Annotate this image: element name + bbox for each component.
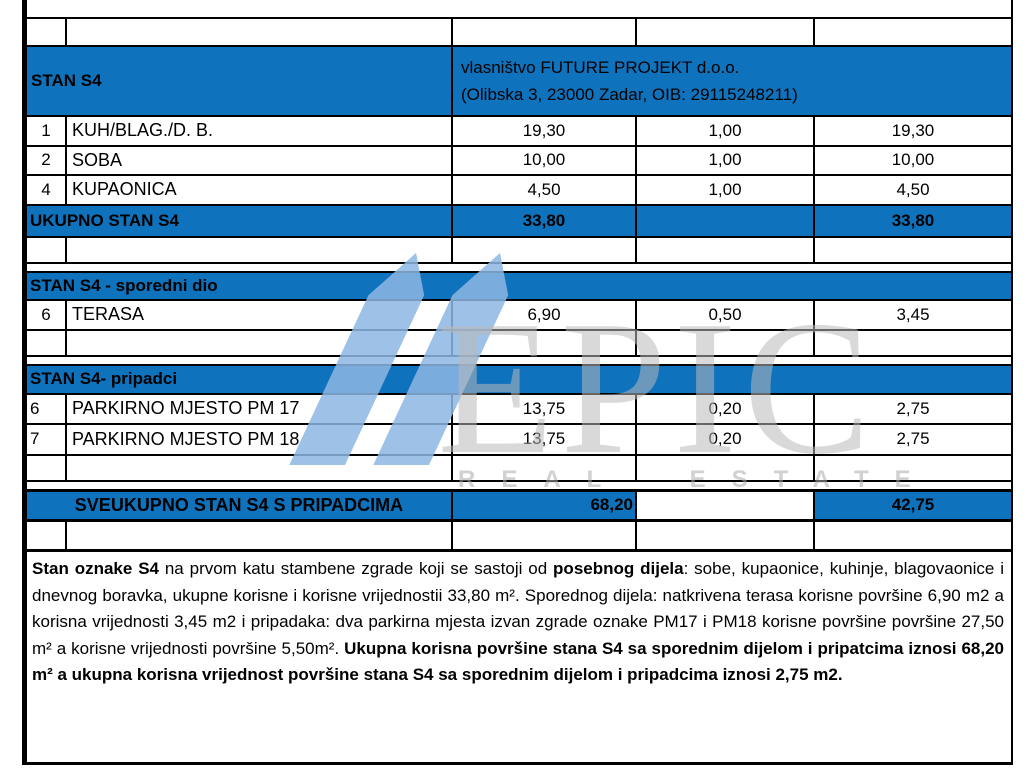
row-number: 6 bbox=[41, 304, 51, 324]
empty-cell bbox=[635, 522, 813, 549]
area-value: 10,00 bbox=[451, 147, 635, 174]
empty-cell bbox=[27, 19, 65, 45]
room-name: KUH/BLAG./D. B. bbox=[65, 117, 451, 145]
owner-line1: vlasništvo FUTURE PROJEKT d.o.o. bbox=[461, 58, 740, 77]
empty-cell bbox=[27, 331, 65, 355]
empty-cell bbox=[65, 456, 451, 480]
subtotal-coef bbox=[635, 206, 813, 236]
row-number: 4 bbox=[41, 179, 51, 199]
area-value: 19,30 bbox=[451, 117, 635, 145]
result-value: 2,75 bbox=[813, 395, 1011, 423]
empty-cell bbox=[65, 331, 451, 355]
description-paragraph: Stan oznake S4 na prvom katu stambene zg… bbox=[27, 552, 1011, 765]
area-value: 13,75 bbox=[451, 425, 635, 454]
grand-total-label: SVEUKUPNO STAN S4 S PRIPADCIMA bbox=[27, 492, 451, 519]
description-bold-segment: Stan oznake S4 bbox=[32, 559, 159, 578]
area-value: 13,75 bbox=[451, 395, 635, 423]
empty-cell bbox=[27, 456, 65, 480]
result-value: 10,00 bbox=[813, 147, 1011, 174]
empty-cell bbox=[65, 522, 451, 549]
row-number: 1 bbox=[41, 120, 51, 140]
area-calculation-table: STAN S4 vlasništvo FUTURE PROJEKT d.o.o.… bbox=[22, 0, 1013, 765]
section-gap bbox=[27, 357, 1011, 364]
room-name: SOBA bbox=[65, 147, 451, 174]
result-value: 2,75 bbox=[813, 425, 1011, 454]
coef-value: 1,00 bbox=[635, 147, 813, 174]
empty-cell bbox=[27, 0, 1011, 17]
row-number: 6 bbox=[30, 398, 40, 418]
table-header-row: STAN S4 vlasništvo FUTURE PROJEKT d.o.o.… bbox=[27, 47, 1011, 117]
subtotal-area: 33,80 bbox=[451, 206, 635, 236]
owner-info: vlasništvo FUTURE PROJEKT d.o.o. (Olibsk… bbox=[451, 47, 1011, 115]
empty-cell bbox=[635, 456, 813, 480]
grand-total-row: SVEUKUPNO STAN S4 S PRIPADCIMA 68,20 42,… bbox=[27, 489, 1011, 522]
empty-cell bbox=[813, 456, 1011, 480]
empty-cell bbox=[635, 19, 813, 45]
result-value: 4,50 bbox=[813, 176, 1011, 204]
coef-value: 1,00 bbox=[635, 176, 813, 204]
empty-cell bbox=[813, 238, 1011, 262]
table-row: 2 SOBA 10,00 1,00 10,00 bbox=[27, 147, 1011, 176]
owner-line2: (Olibska 3, 23000 Zadar, OIB: 2911524821… bbox=[461, 85, 798, 104]
apartment-title: STAN S4 bbox=[27, 47, 451, 115]
empty-row bbox=[27, 522, 1011, 552]
coef-value: 0,20 bbox=[635, 395, 813, 423]
description-bold-segment: posebnog dijela bbox=[553, 559, 684, 578]
table-row: 4 KUPAONICA 4,50 1,00 4,50 bbox=[27, 176, 1011, 206]
empty-row bbox=[27, 238, 1011, 264]
empty-cell bbox=[813, 331, 1011, 355]
subtotal-row: UKUPNO STAN S4 33,80 33,80 bbox=[27, 206, 1011, 238]
room-name: TERASA bbox=[65, 301, 451, 329]
grand-total-value: 42,75 bbox=[813, 492, 1011, 519]
section-header-row: STAN S4- pripadci bbox=[27, 364, 1011, 395]
empty-row bbox=[27, 456, 1011, 482]
empty-cell bbox=[65, 19, 451, 45]
section-gap bbox=[27, 482, 1011, 489]
empty-cell bbox=[635, 238, 813, 262]
row-number: 2 bbox=[41, 150, 51, 170]
empty-cell bbox=[635, 331, 813, 355]
empty-cell bbox=[27, 522, 65, 549]
empty-cell bbox=[65, 238, 451, 262]
empty-cell bbox=[813, 19, 1011, 45]
empty-row bbox=[27, 19, 1011, 47]
description-text-segment: na prvom katu stambene zgrade koji se sa… bbox=[158, 559, 554, 578]
result-value: 19,30 bbox=[813, 117, 1011, 145]
area-value: 6,90 bbox=[451, 301, 635, 329]
grand-total-area: 68,20 bbox=[451, 492, 635, 519]
table-row: 6 TERASA 6,90 0,50 3,45 bbox=[27, 301, 1011, 331]
empty-top-strip bbox=[27, 0, 1011, 19]
empty-row bbox=[27, 331, 1011, 357]
subtotal-label: UKUPNO STAN S4 bbox=[27, 206, 451, 236]
table-row: 7 PARKIRNO MJESTO PM 18 13,75 0,20 2,75 bbox=[27, 425, 1011, 456]
section-gap bbox=[27, 264, 1011, 271]
room-name: PARKIRNO MJESTO PM 17 bbox=[65, 395, 451, 423]
empty-cell bbox=[451, 456, 635, 480]
table-row: 6 PARKIRNO MJESTO PM 17 13,75 0,20 2,75 bbox=[27, 395, 1011, 425]
description-text-segment: : sobe, kupaonice, kuhinje, blagovaonice… bbox=[32, 559, 1004, 658]
section-header-row: STAN S4 - sporedni dio bbox=[27, 271, 1011, 301]
section-title: STAN S4 - sporedni dio bbox=[27, 273, 1011, 299]
empty-cell bbox=[451, 331, 635, 355]
result-value: 3,45 bbox=[813, 301, 1011, 329]
grand-total-coef bbox=[635, 492, 813, 519]
coef-value: 1,00 bbox=[635, 117, 813, 145]
empty-cell bbox=[451, 238, 635, 262]
table-row: 1 KUH/BLAG./D. B. 19,30 1,00 19,30 bbox=[27, 117, 1011, 147]
empty-cell bbox=[451, 522, 635, 549]
room-name: PARKIRNO MJESTO PM 18 bbox=[65, 425, 451, 454]
empty-cell bbox=[813, 522, 1011, 549]
empty-cell bbox=[451, 19, 635, 45]
coef-value: 0,20 bbox=[635, 425, 813, 454]
row-number: 7 bbox=[30, 429, 40, 449]
description-bold-segment: Ukupna korisna površine stana S4 sa spor… bbox=[32, 638, 1005, 685]
area-value: 4,50 bbox=[451, 176, 635, 204]
section-title: STAN S4- pripadci bbox=[27, 366, 1011, 393]
subtotal-value: 33,80 bbox=[813, 206, 1011, 236]
room-name: KUPAONICA bbox=[65, 176, 451, 204]
empty-cell bbox=[27, 238, 65, 262]
coef-value: 0,50 bbox=[635, 301, 813, 329]
